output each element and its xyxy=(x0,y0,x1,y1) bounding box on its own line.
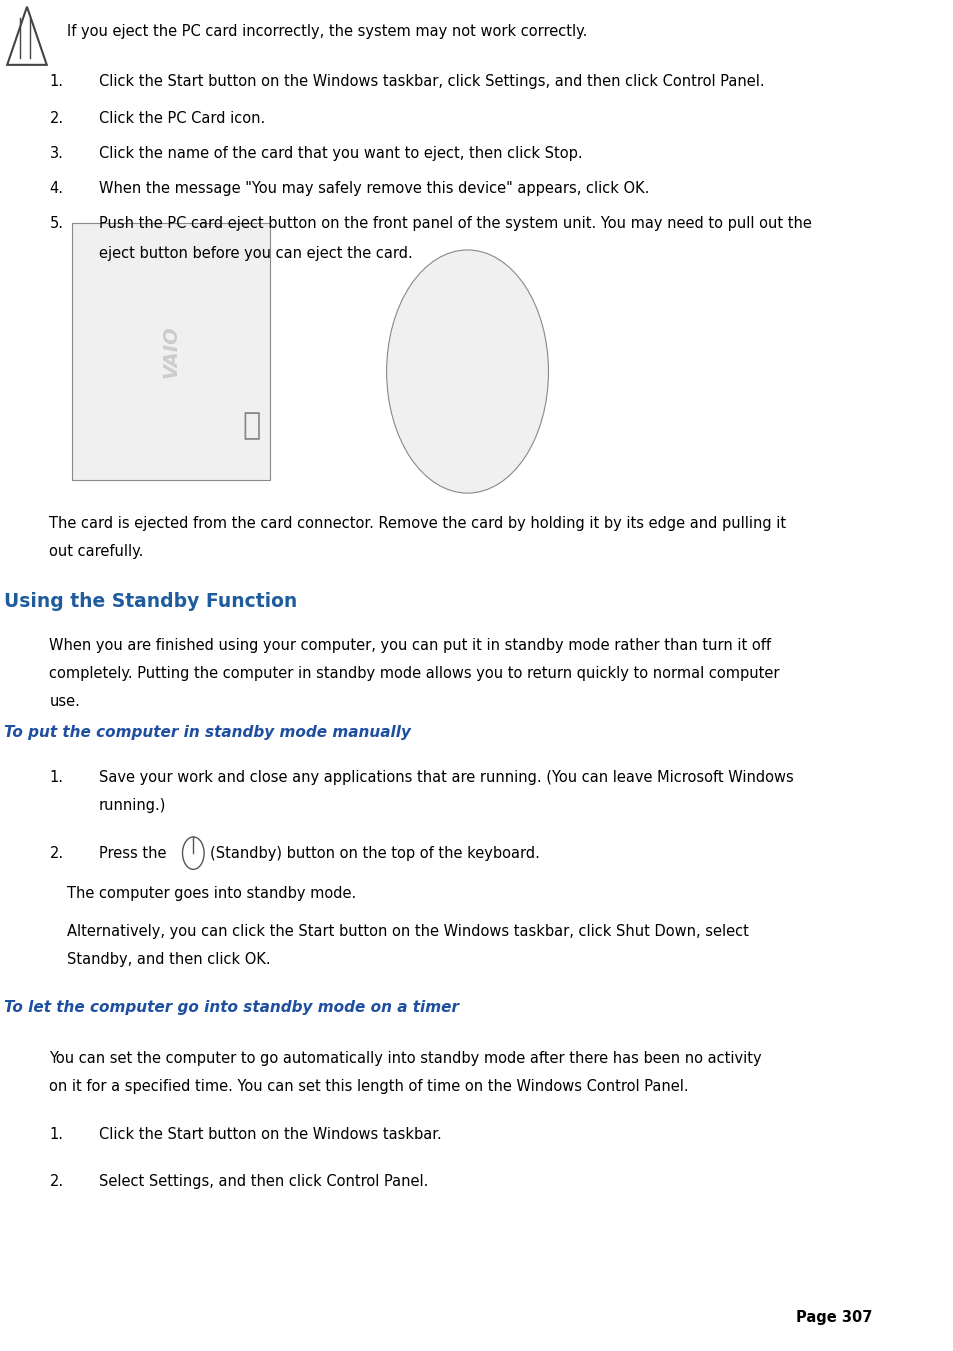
Text: 5.: 5. xyxy=(50,216,64,231)
Text: 3.: 3. xyxy=(50,146,63,161)
Text: Click the Start button on the Windows taskbar, click Settings, and then click Co: Click the Start button on the Windows ta… xyxy=(99,74,763,89)
Text: running.): running.) xyxy=(99,798,166,813)
Text: 1.: 1. xyxy=(50,1127,64,1142)
Text: The computer goes into standby mode.: The computer goes into standby mode. xyxy=(68,886,356,901)
Text: (Standby) button on the top of the keyboard.: (Standby) button on the top of the keybo… xyxy=(210,846,538,861)
Text: You can set the computer to go automatically into standby mode after there has b: You can set the computer to go automatic… xyxy=(50,1051,761,1066)
Text: Alternatively, you can click the Start button on the Windows taskbar, click Shut: Alternatively, you can click the Start b… xyxy=(68,924,748,939)
Text: completely. Putting the computer in standby mode allows you to return quickly to: completely. Putting the computer in stan… xyxy=(50,666,780,681)
Text: use.: use. xyxy=(50,694,80,709)
Text: 4.: 4. xyxy=(50,181,64,196)
Text: Using the Standby Function: Using the Standby Function xyxy=(5,592,297,611)
Text: VAIO: VAIO xyxy=(161,324,180,378)
Text: 2.: 2. xyxy=(50,111,64,126)
FancyBboxPatch shape xyxy=(71,223,270,480)
Text: 2.: 2. xyxy=(50,846,64,861)
Text: on it for a specified time. You can set this length of time on the Windows Contr: on it for a specified time. You can set … xyxy=(50,1079,688,1094)
Circle shape xyxy=(386,250,548,493)
Text: To let the computer go into standby mode on a timer: To let the computer go into standby mode… xyxy=(5,1000,459,1015)
Text: The card is ejected from the card connector. Remove the card by holding it by it: The card is ejected from the card connec… xyxy=(50,516,786,531)
Text: 2.: 2. xyxy=(50,1174,64,1189)
Text: Save your work and close any applications that are running. (You can leave Micro: Save your work and close any application… xyxy=(99,770,793,785)
Text: 1.: 1. xyxy=(50,770,64,785)
Text: If you eject the PC card incorrectly, the system may not work correctly.: If you eject the PC card incorrectly, th… xyxy=(68,23,587,39)
Text: Press the: Press the xyxy=(99,846,171,861)
Text: out carefully.: out carefully. xyxy=(50,544,144,559)
Text: Push the PC card eject button on the front panel of the system unit. You may nee: Push the PC card eject button on the fro… xyxy=(99,216,811,231)
Text: 👆: 👆 xyxy=(242,411,260,440)
Text: When the message "You may safely remove this device" appears, click OK.: When the message "You may safely remove … xyxy=(99,181,649,196)
Text: eject button before you can eject the card.: eject button before you can eject the ca… xyxy=(99,246,413,261)
Text: Click the PC Card icon.: Click the PC Card icon. xyxy=(99,111,265,126)
Text: Page 307: Page 307 xyxy=(795,1310,871,1325)
Text: To put the computer in standby mode manually: To put the computer in standby mode manu… xyxy=(5,725,411,740)
Text: When you are finished using your computer, you can put it in standby mode rather: When you are finished using your compute… xyxy=(50,638,771,653)
Text: Select Settings, and then click Control Panel.: Select Settings, and then click Control … xyxy=(99,1174,428,1189)
Text: Standby, and then click OK.: Standby, and then click OK. xyxy=(68,952,271,967)
Text: Click the Start button on the Windows taskbar.: Click the Start button on the Windows ta… xyxy=(99,1127,441,1142)
Text: Click the name of the card that you want to eject, then click Stop.: Click the name of the card that you want… xyxy=(99,146,582,161)
Text: 1.: 1. xyxy=(50,74,64,89)
